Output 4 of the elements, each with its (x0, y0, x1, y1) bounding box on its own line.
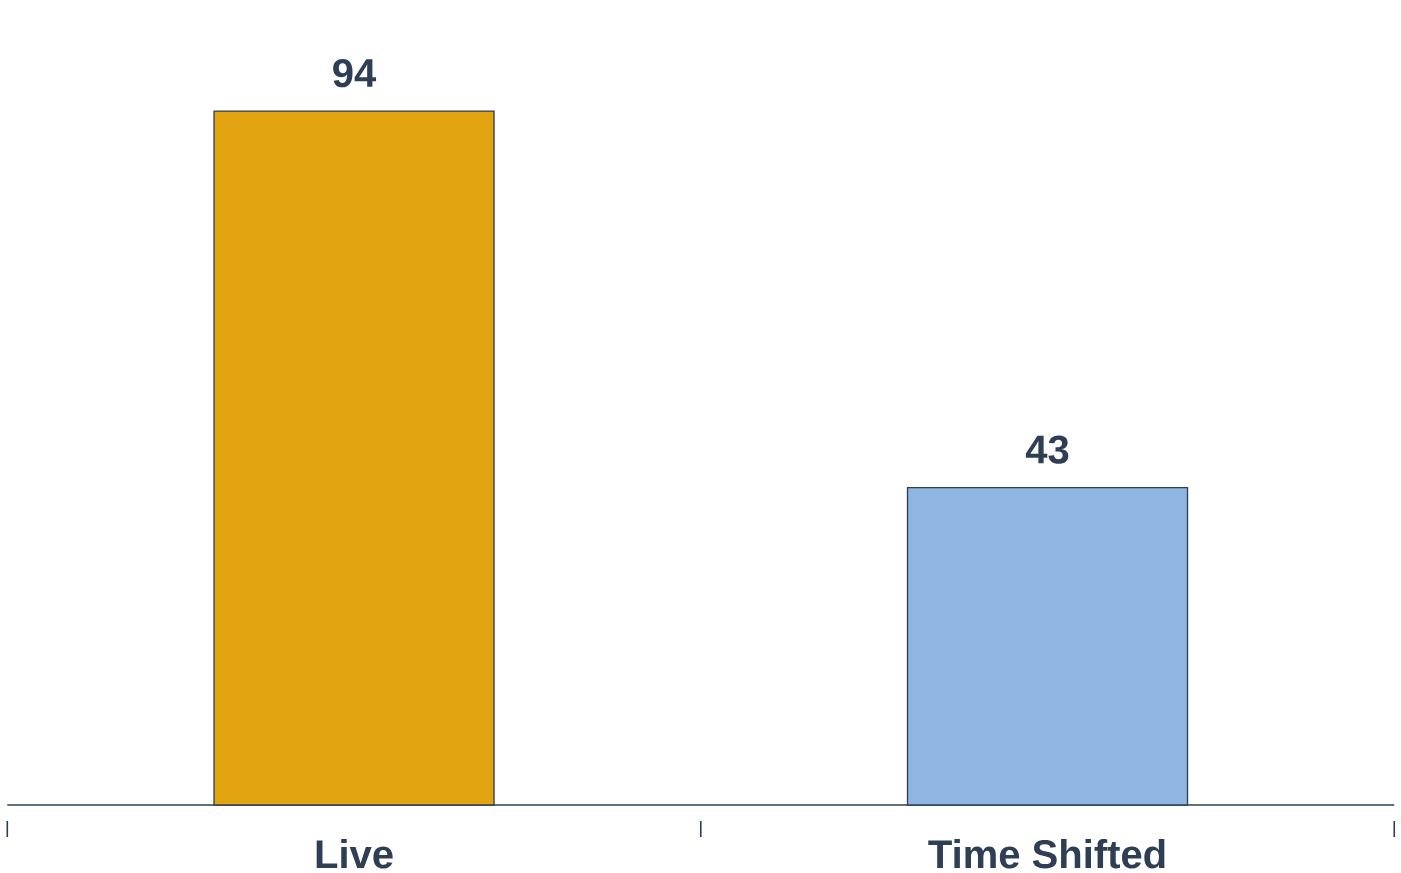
x-tick-label: Live (316, 839, 393, 869)
x-tick-label: Time Shifted (928, 839, 1165, 869)
data-label: 94 (333, 58, 377, 88)
data-label: 43 (1025, 435, 1069, 464)
